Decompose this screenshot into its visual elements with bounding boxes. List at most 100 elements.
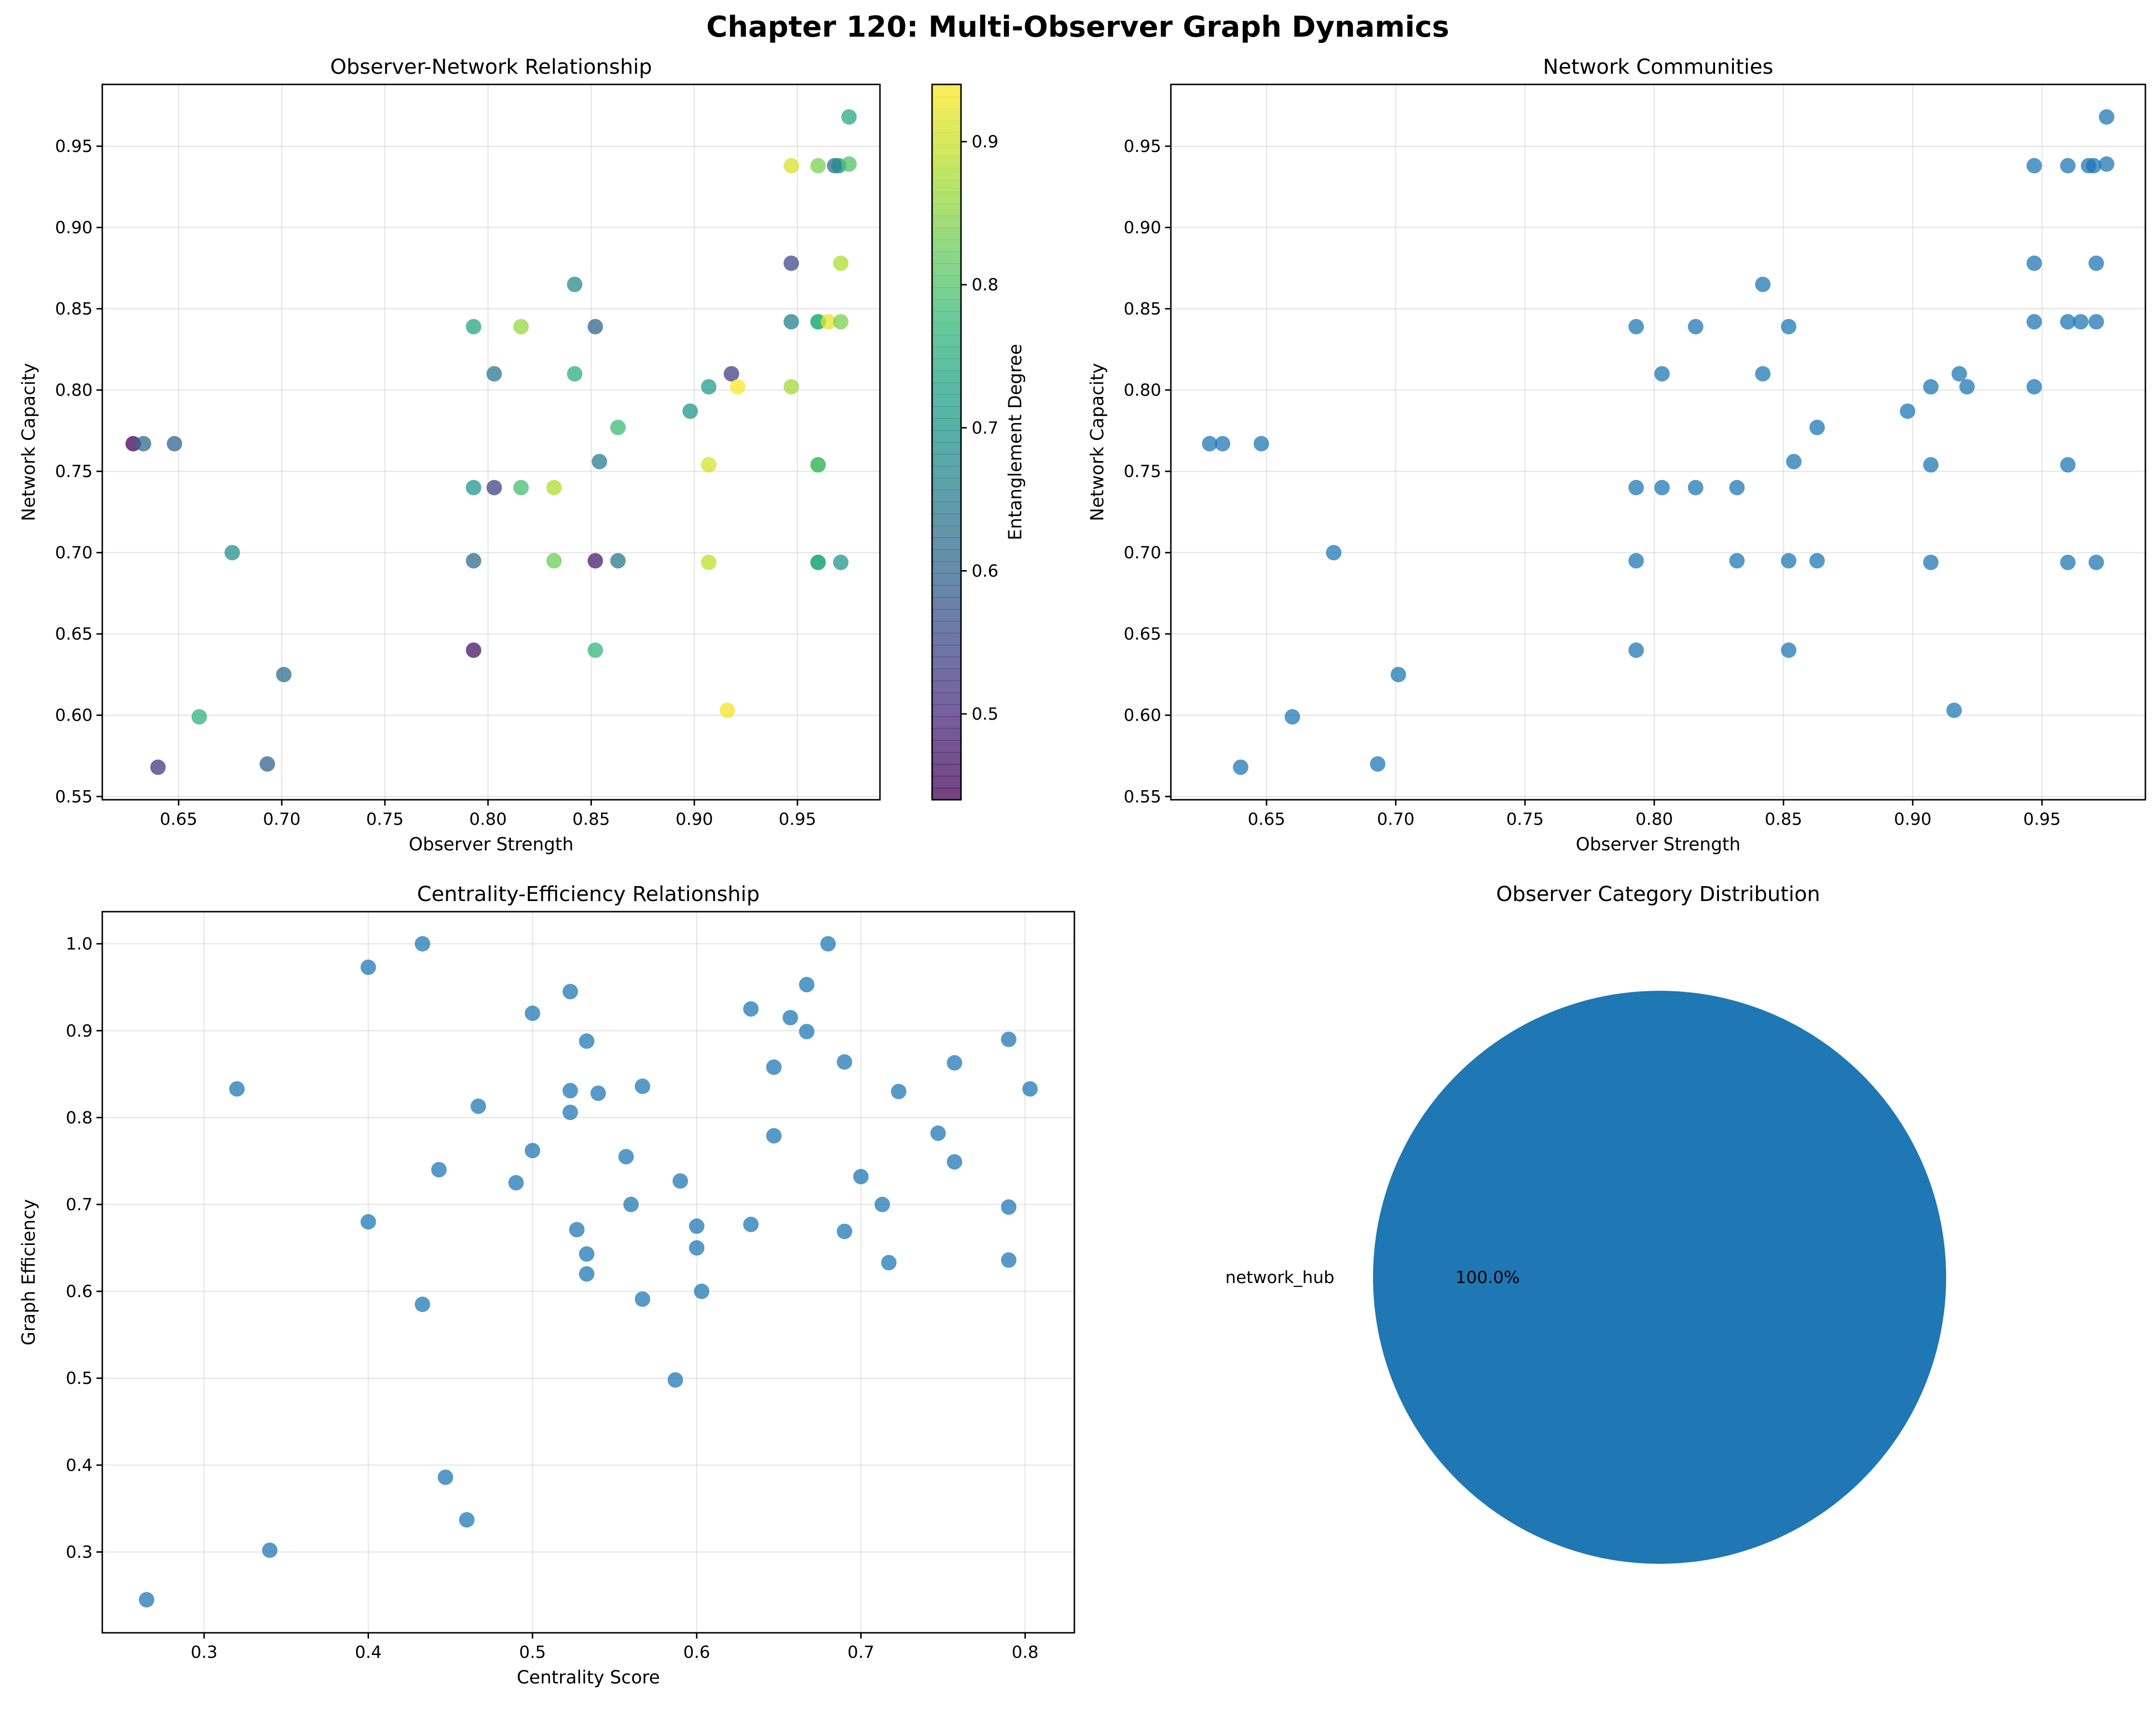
panel-title: Observer Category Distribution: [1496, 882, 1820, 906]
x-tick-label: 0.4: [355, 1643, 382, 1662]
scatter-point: [1215, 436, 1231, 451]
scatter-point: [470, 1098, 486, 1114]
scatter-point: [360, 1214, 376, 1230]
colorbar-label: Entanglement Degree: [1005, 344, 1026, 540]
y-tick-label: 0.60: [1124, 706, 1161, 725]
colorbar-segment: [932, 156, 961, 169]
scatter-point: [569, 1222, 585, 1238]
colorbar-segment: [932, 406, 961, 419]
scatter-point: [837, 1223, 852, 1239]
scatter-point: [1022, 1081, 1038, 1097]
scatter-point: [930, 1125, 946, 1141]
y-tick-label: 0.70: [55, 544, 93, 563]
colorbar-segment: [932, 656, 961, 670]
scatter-point: [841, 109, 857, 125]
scatter-point: [1284, 709, 1300, 725]
scatter-point: [1688, 319, 1703, 335]
colorbar-segment: [932, 644, 961, 657]
scatter-point: [524, 1005, 540, 1021]
scatter-point: [563, 1105, 578, 1121]
colorbar-frame: [931, 83, 962, 801]
scatter-point: [138, 1592, 154, 1608]
y-tick-label: 0.90: [1124, 219, 1161, 238]
scatter-point: [579, 1033, 595, 1049]
colorbar-segment: [932, 704, 961, 717]
y-axis-label: Network Capacity: [18, 363, 39, 521]
colorbar-segment: [932, 191, 961, 205]
scatter-point: [2060, 314, 2076, 330]
colorbar-segment: [932, 168, 961, 180]
panel-title: Observer-Network Relationship: [330, 55, 652, 79]
scatter-point: [701, 554, 717, 570]
scatter-point: [587, 553, 603, 569]
scatter-point: [136, 436, 151, 451]
scatter-point: [1755, 366, 1771, 382]
colorbar-segment: [932, 680, 961, 693]
panel-3: Centrality-Efficiency Relationship 0.3 0.4…: [18, 882, 1075, 1688]
colorbar-segment: [932, 263, 961, 276]
scatter-point: [2099, 109, 2115, 125]
x-tick-label: 0.65: [1248, 810, 1285, 829]
scatter-point: [1390, 667, 1406, 683]
scatter-point: [508, 1175, 524, 1190]
colorbar-segment: [932, 418, 961, 431]
scatter-point: [821, 314, 837, 330]
scatter-point: [224, 545, 240, 561]
scatter-point: [689, 1240, 705, 1256]
scatter-point: [2060, 457, 2076, 473]
scatter-point: [2088, 554, 2104, 570]
scatter-point: [837, 1054, 852, 1070]
colorbar-segment: [932, 788, 961, 800]
colorbar-segment: [932, 144, 961, 157]
scatter-point: [2026, 379, 2042, 395]
colorbar-segment: [932, 179, 961, 192]
scatter-point: [1001, 1252, 1016, 1268]
scatter-point: [1781, 319, 1797, 335]
colorbar-segment: [932, 525, 961, 538]
scatter-point: [486, 479, 502, 495]
y-tick-label: 0.80: [55, 381, 93, 400]
colorbar-segment: [932, 132, 961, 145]
scatter-point: [783, 158, 799, 174]
scatter-point: [2060, 554, 2076, 570]
scatter-point: [724, 366, 740, 382]
x-tick-label: 0.70: [263, 810, 301, 829]
scatter-point: [513, 479, 529, 495]
colorbar-tick-label: 0.9: [972, 133, 999, 152]
colorbar-segment: [932, 335, 961, 347]
panel-title: Centrality-Efficiency Relationship: [417, 882, 759, 906]
scatter-point: [1688, 479, 1703, 495]
x-tick-label: 0.95: [779, 810, 816, 829]
figure-title: Chapter 120: Multi-Observer Graph Dynami…: [706, 10, 1449, 44]
y-tick-label: 0.5: [66, 1369, 93, 1388]
y-tick-label: 0.3: [66, 1543, 93, 1562]
colorbar-segment: [932, 108, 961, 121]
scatter-point: [431, 1162, 447, 1177]
x-tick-label: 0.85: [1765, 810, 1802, 829]
scatter-point: [833, 314, 849, 330]
scatter-point: [682, 403, 698, 419]
y-tick-label: 1.0: [66, 935, 93, 954]
x-tick-label: 0.75: [1506, 810, 1544, 829]
colorbar-segment: [932, 764, 961, 777]
colorbar-segment: [932, 227, 961, 240]
x-tick-label: 0.80: [469, 810, 507, 829]
colorbar-segment: [932, 597, 961, 610]
axes-frame: [101, 911, 1075, 1634]
scatter-point: [701, 457, 717, 473]
pie-pct-label: 100.0%: [1456, 1268, 1520, 1287]
y-tick-label: 0.90: [55, 219, 93, 238]
scatter-point: [524, 1143, 540, 1159]
scatter-point: [634, 1291, 650, 1307]
scatter-point: [783, 1010, 798, 1025]
colorbar-segment: [932, 573, 961, 586]
colorbar-segment: [932, 513, 961, 526]
scatter-point: [810, 457, 826, 473]
colorbar-segment: [932, 502, 961, 514]
x-tick-label: 0.80: [1635, 810, 1673, 829]
scatter-point: [260, 756, 275, 772]
scatter-point: [610, 420, 626, 436]
y-tick-label: 0.75: [55, 462, 93, 481]
y-tick-label: 0.85: [1124, 300, 1161, 319]
y-tick-label: 0.8: [66, 1108, 93, 1128]
